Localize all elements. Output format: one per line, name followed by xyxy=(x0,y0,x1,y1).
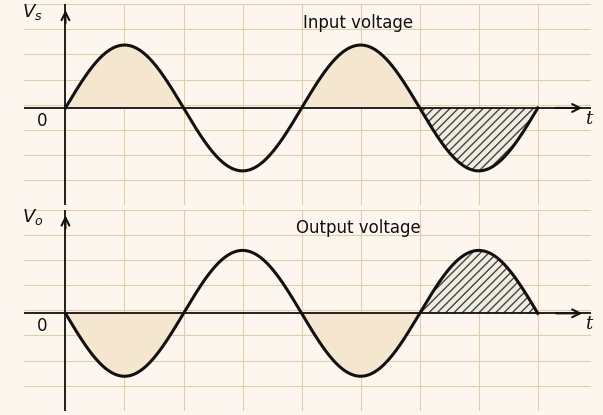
Text: $V_o$: $V_o$ xyxy=(22,207,43,227)
Text: 0: 0 xyxy=(37,112,47,129)
Text: 0: 0 xyxy=(37,317,47,335)
Text: $V_s$: $V_s$ xyxy=(22,2,43,22)
Text: Input voltage: Input voltage xyxy=(303,14,414,32)
Text: Output voltage: Output voltage xyxy=(296,219,421,237)
Text: t: t xyxy=(585,110,592,128)
Text: t: t xyxy=(585,315,592,333)
